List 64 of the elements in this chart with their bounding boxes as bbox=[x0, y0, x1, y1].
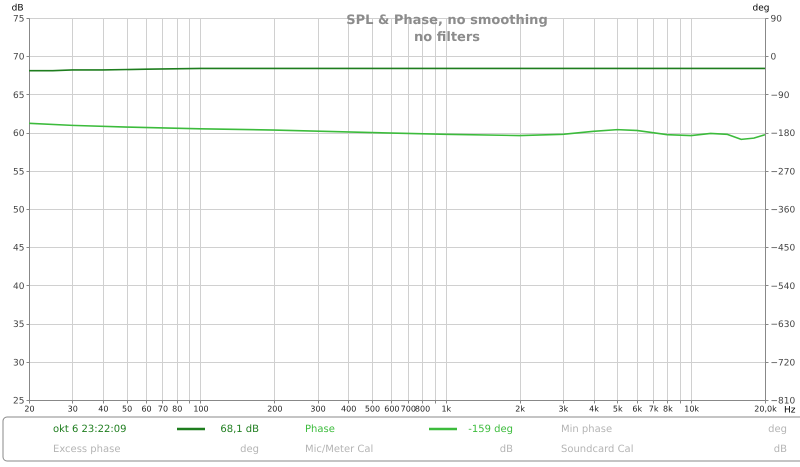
x-tick-label: 50 bbox=[122, 404, 132, 414]
x-tick-label: 4k bbox=[589, 404, 600, 414]
x-tick-label: 3k bbox=[558, 404, 569, 414]
text: no filters bbox=[414, 30, 480, 45]
y-axis-title: dB bbox=[12, 4, 24, 14]
y-tick-label: 35 bbox=[13, 320, 24, 330]
x-tick-label: 1k bbox=[441, 404, 452, 414]
text: dB bbox=[774, 444, 788, 455]
y2-tick-label: −720 bbox=[770, 358, 796, 368]
y2-tick-label: 0 bbox=[770, 52, 776, 63]
x-axis-title: Hz bbox=[784, 406, 796, 416]
text: Phase bbox=[305, 424, 335, 435]
y-tick-label: 50 bbox=[13, 206, 25, 216]
y2-tick-label: −90 bbox=[770, 90, 790, 101]
y-tick-label: 60 bbox=[13, 129, 25, 140]
x-tick-label: 8k bbox=[663, 404, 674, 414]
x-tick-label: 10k bbox=[684, 404, 700, 414]
text: Min phase bbox=[561, 424, 612, 435]
text: okt 6 23:22:09 bbox=[53, 424, 126, 435]
y2-tick-label: −540 bbox=[770, 282, 796, 292]
x-tick-label: 500 bbox=[364, 404, 380, 414]
text: Mic/Meter Cal bbox=[305, 444, 374, 455]
text: Soundcard Cal bbox=[561, 444, 634, 455]
y2-tick-label: −630 bbox=[770, 320, 796, 330]
chart-title: SPL & Phase, no smoothing bbox=[346, 13, 548, 28]
text: 68,1 dB bbox=[220, 424, 260, 435]
x-tick-label: 400 bbox=[341, 404, 356, 414]
x-tick-label: 200 bbox=[267, 404, 282, 414]
x-tick-label: 6k bbox=[632, 404, 642, 414]
x-tick-label: 60 bbox=[141, 404, 152, 414]
y-tick-label: 30 bbox=[13, 358, 25, 368]
x-tick-label: 300 bbox=[310, 404, 326, 414]
y2-tick-label: 90 bbox=[770, 14, 782, 24]
x-tick-label: 600 bbox=[384, 404, 400, 414]
x-tick-label: 70 bbox=[158, 404, 168, 414]
y-tick-label: 65 bbox=[13, 90, 24, 101]
y2-tick-label: −360 bbox=[770, 206, 796, 216]
text: dB bbox=[500, 444, 514, 455]
x-tick-label: 100 bbox=[193, 404, 209, 414]
y-tick-label: 40 bbox=[13, 282, 25, 292]
x-tick-label: 80 bbox=[172, 404, 182, 414]
x-tick-label: 700 bbox=[400, 404, 416, 414]
y2-tick-label: −270 bbox=[770, 167, 796, 178]
y2-axis-title: deg bbox=[752, 4, 770, 14]
y-tick-label: 70 bbox=[13, 52, 25, 63]
x-tick-label: 20 bbox=[24, 404, 35, 414]
text: Excess phase bbox=[53, 444, 120, 455]
text: deg bbox=[240, 444, 259, 455]
y-tick-label: 45 bbox=[13, 244, 24, 254]
x-tick-label: 20,0k bbox=[754, 404, 778, 414]
y-tick-label: 55 bbox=[13, 167, 24, 178]
y2-tick-label: −810 bbox=[770, 396, 796, 406]
x-tick-label: 800 bbox=[414, 404, 430, 414]
y2-tick-label: −180 bbox=[770, 129, 796, 140]
x-tick-label: 5k bbox=[612, 404, 624, 414]
x-tick-label: 30 bbox=[68, 404, 78, 414]
text: -159 deg bbox=[468, 424, 513, 435]
y-tick-label: 75 bbox=[13, 14, 24, 24]
y-tick-label: 25 bbox=[13, 396, 24, 406]
x-tick-label: 7k bbox=[648, 404, 659, 414]
text: deg bbox=[768, 424, 787, 435]
x-tick-label: 40 bbox=[98, 404, 108, 414]
x-tick-label: 2k bbox=[515, 404, 526, 414]
y2-tick-label: −450 bbox=[770, 244, 796, 254]
